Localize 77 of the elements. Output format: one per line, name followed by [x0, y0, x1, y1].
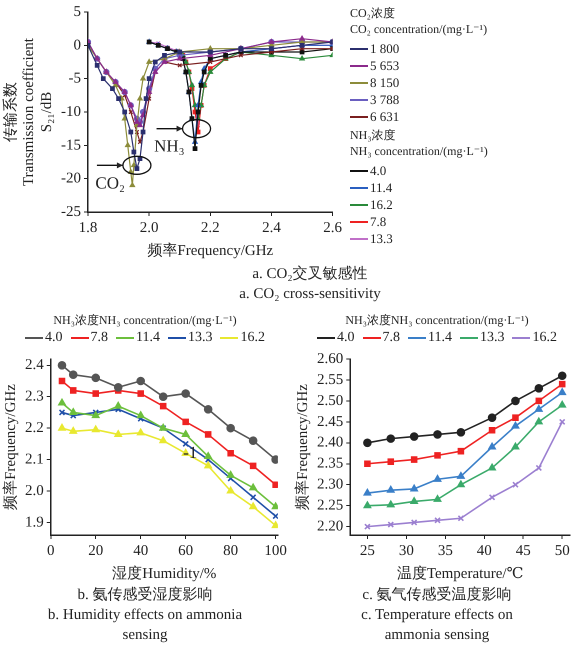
y-axis-title: 频率Frequency/GHz: [2, 384, 19, 510]
y-tick-label: -15: [60, 137, 81, 154]
legend-label: 16.2: [370, 197, 393, 212]
legend-label: 3 788: [370, 92, 400, 107]
legend-label: 16.2: [240, 329, 265, 347]
x-tick-label: 40: [133, 542, 148, 559]
text: b. Humidity effects on ammonia sensing: [46, 606, 244, 645]
text: a. CO₂ cross-sensitivity: [238, 285, 382, 304]
legend-label: 11.4: [370, 180, 392, 195]
text: NH₃浓度 NH₃ concentration/(mg·L⁻¹): [350, 127, 489, 159]
legend-label: 7.8: [90, 329, 108, 347]
y-tick-label: 2.1: [25, 452, 44, 468]
x-tick-label: 80: [223, 542, 238, 559]
text: a. CO₂交叉敏感性: [251, 264, 369, 284]
x-tick-label: 20: [88, 542, 104, 559]
x-tick-label: 45: [516, 542, 531, 559]
y-tick-label: 2.0: [25, 482, 44, 499]
x-tick-label: 25: [360, 542, 375, 559]
x-axis-title: 湿度Humidity/%: [112, 564, 216, 582]
y-tick-label: 2.25: [317, 498, 344, 514]
y-tick-label: 2.60: [317, 350, 344, 367]
text: c. Temperature effects on ammonia sensing: [360, 606, 514, 645]
legend-label: 16.2: [532, 329, 557, 347]
legend-label: 7.8: [370, 214, 386, 229]
y-tick-label: 2.50: [317, 392, 344, 409]
y-tick-label: 5: [73, 4, 81, 20]
legend-label: 4.0: [45, 329, 62, 347]
y-tick-label: 2.40: [317, 434, 344, 451]
x-tick-label: 100: [264, 542, 287, 559]
legend-label: 7.8: [382, 329, 400, 347]
y-axis-title: 频率Frequency/GHz: [294, 384, 311, 510]
legend-label: 13.3: [480, 329, 504, 347]
x-tick-label: 50: [554, 542, 570, 559]
x-tick-label: 35: [438, 542, 453, 559]
y-tick-label: 1.9: [25, 514, 44, 530]
text: c. 氨气传感受温度影响: [361, 585, 513, 605]
x-tick-label: 2.0: [140, 220, 159, 236]
text: b. 氨传感受湿度影响: [76, 585, 214, 605]
x-tick-label: 1.8: [78, 220, 98, 236]
y-tick-label: -25: [60, 204, 81, 220]
x-tick-label: 2.4: [262, 220, 282, 236]
y-tick-label: 2.45: [317, 414, 344, 430]
legend-title: NH₃浓度NH₃ concentration/(mg·L⁻¹): [52, 312, 238, 329]
legend-title: CO₂浓度 CO₂ concentration/(mg·L⁻¹): [350, 5, 488, 37]
legend-label: 1 800: [370, 41, 400, 56]
y-tick-label: 2.2: [25, 420, 44, 436]
y-tick-label: 2.3: [25, 388, 44, 405]
y-tick-label: 0: [73, 37, 81, 54]
legend-label: 4.0: [337, 329, 354, 347]
legend-label: 4.0: [370, 163, 386, 178]
y-axis-title: 传输系数 Transmission coefficient S₂₁/dB: [2, 37, 55, 186]
y-tick-label: 2.4: [25, 357, 44, 374]
legend-label: 11.4: [136, 329, 160, 347]
x-tick-label: 2.6: [323, 220, 342, 236]
legend-label: 8 150: [370, 75, 400, 90]
annotation: NH₃: [154, 136, 185, 156]
x-tick-label: 40: [476, 542, 492, 559]
annotation: CO₂: [95, 173, 125, 192]
y-tick-label: 2.30: [317, 476, 344, 493]
legend-label: 13.3: [188, 329, 212, 347]
x-axis-title: 频率Frequency/GHz: [147, 242, 274, 259]
legend-label: 13.3: [370, 231, 393, 246]
x-tick-label: 30: [398, 542, 414, 559]
y-tick-label: -20: [60, 170, 81, 187]
legend-title: NH₃浓度NH₃ concentration/(mg·L⁻¹): [344, 312, 530, 329]
y-tick-label: 2.55: [317, 372, 344, 388]
y-tick-label: -5: [68, 70, 81, 87]
legend-label: 5 653: [370, 58, 400, 73]
x-axis-title: 温度Temperature/℃: [396, 564, 524, 582]
x-tick-label: 0: [47, 542, 54, 559]
y-tick-label: -10: [60, 104, 81, 120]
y-tick-label: 2.35: [317, 456, 344, 472]
x-tick-label: 60: [178, 542, 194, 559]
legend-label: 6 631: [370, 109, 400, 124]
x-tick-label: 2.2: [200, 220, 220, 236]
legend-label: 11.4: [428, 329, 452, 347]
y-tick-label: 2.20: [317, 518, 344, 535]
